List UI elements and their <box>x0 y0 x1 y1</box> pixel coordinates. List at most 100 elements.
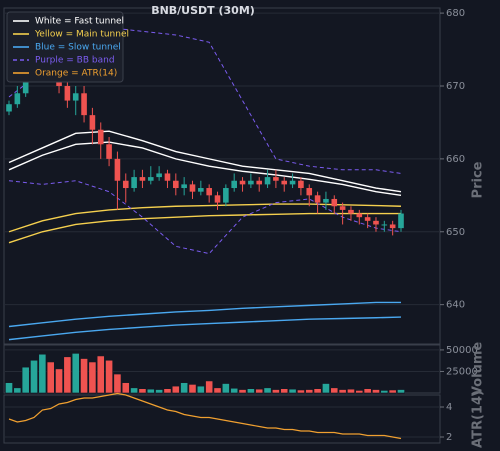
y-tick-label: 660 <box>446 154 465 165</box>
candle-body <box>181 184 187 189</box>
price-panel <box>3 7 441 345</box>
candle-body <box>273 177 279 181</box>
candle-body <box>6 104 12 112</box>
overlay-line <box>8 130 402 193</box>
candle-body <box>14 93 21 105</box>
candle-body <box>314 195 321 203</box>
legend-label: Orange = ATR(14) <box>35 69 117 79</box>
legend <box>6 11 124 83</box>
y-axis-label: Volume <box>471 342 486 397</box>
candle-body <box>214 195 221 203</box>
atr-line <box>8 392 402 440</box>
volume-bar <box>88 361 97 394</box>
candle-body <box>164 173 171 181</box>
candle-body <box>398 213 404 229</box>
volume-bar <box>380 390 389 394</box>
volume-bar <box>372 389 380 394</box>
y-tick-label: 640 <box>446 300 465 311</box>
volume-bar <box>313 388 322 394</box>
legend-label: Blue = Slow tunnel <box>35 43 121 53</box>
volume-bar <box>196 385 205 394</box>
candle-body <box>156 173 162 178</box>
candle-body <box>231 180 237 189</box>
candle-body <box>106 144 112 159</box>
marks <box>5 27 405 440</box>
candle-body <box>381 224 388 226</box>
candle-body <box>373 220 379 225</box>
volume-bar <box>30 359 38 394</box>
legend-label: Yellow = Main tunnel <box>34 30 129 40</box>
volume-bar <box>163 388 172 394</box>
candle-body <box>147 177 154 181</box>
y-tick-label: 680 <box>446 8 465 19</box>
y-tick-label: 50000 <box>446 345 478 356</box>
candle-body <box>239 180 246 185</box>
overlay-line <box>8 141 402 197</box>
candle-body <box>348 209 354 214</box>
y-tick-label: 25000 <box>446 366 478 377</box>
candle-body <box>306 188 313 196</box>
candle-body <box>139 177 146 181</box>
candle-body <box>198 188 204 192</box>
volume-bar <box>205 380 214 394</box>
candle-body <box>256 180 263 185</box>
volume-bar <box>171 385 180 394</box>
volume-bar <box>113 373 122 394</box>
volume-bar <box>188 384 197 394</box>
candle-body <box>64 85 71 101</box>
volume-bar <box>5 382 13 394</box>
candle-body <box>89 115 96 130</box>
candle-body <box>264 177 271 185</box>
candle-body <box>281 180 288 185</box>
volume-bar <box>121 382 130 394</box>
candle-body <box>72 93 79 101</box>
volume-bar <box>80 358 88 394</box>
candle-body <box>389 224 396 229</box>
candle-body <box>223 188 229 203</box>
volume-bar <box>330 387 339 394</box>
volume-bar <box>146 388 155 394</box>
chart-title: BNB/USDT (30M) <box>151 4 255 17</box>
candle-body <box>97 129 104 145</box>
volume-bar <box>21 366 30 394</box>
candle-body <box>114 158 121 181</box>
volume-bar <box>280 388 289 394</box>
legend-entries: White = Fast tunnel Yellow = Main tunnel B… <box>13 17 129 79</box>
candle-body <box>122 180 129 189</box>
candle-body <box>206 188 212 196</box>
candle-body <box>81 93 87 116</box>
volume-bar <box>305 389 314 394</box>
volume-bar <box>38 353 47 394</box>
y-axis-label: Price <box>471 161 486 198</box>
volume-bar <box>63 356 72 394</box>
volume-bar <box>105 359 113 394</box>
volume-bar <box>322 383 330 394</box>
volume-bar <box>338 389 347 394</box>
volume-bar <box>55 368 63 394</box>
volume-bar <box>388 389 397 394</box>
volume-bar <box>347 388 355 394</box>
candle-body <box>323 198 329 203</box>
legend-label: Purple = BB band <box>35 56 115 66</box>
candle-body <box>189 184 196 192</box>
candle-body <box>364 217 371 221</box>
volume-bar <box>271 389 280 394</box>
overlay-line <box>8 316 402 341</box>
volume-bar <box>288 388 297 394</box>
y-axis-label: ATR(14) <box>471 390 486 448</box>
volume-bar <box>71 353 80 394</box>
candle-body <box>298 180 304 189</box>
volume-bar <box>96 355 105 394</box>
candle-body <box>356 213 363 218</box>
volume-bar <box>246 388 255 394</box>
volume-bar <box>46 361 55 394</box>
candle-body <box>131 177 137 189</box>
volume-bar <box>230 387 239 394</box>
volume-bar <box>238 389 247 394</box>
volume-bar <box>263 387 272 394</box>
volume-bar <box>180 382 189 394</box>
volume-bar <box>13 387 22 394</box>
candle-body <box>173 180 179 189</box>
volume-bar <box>213 387 222 394</box>
